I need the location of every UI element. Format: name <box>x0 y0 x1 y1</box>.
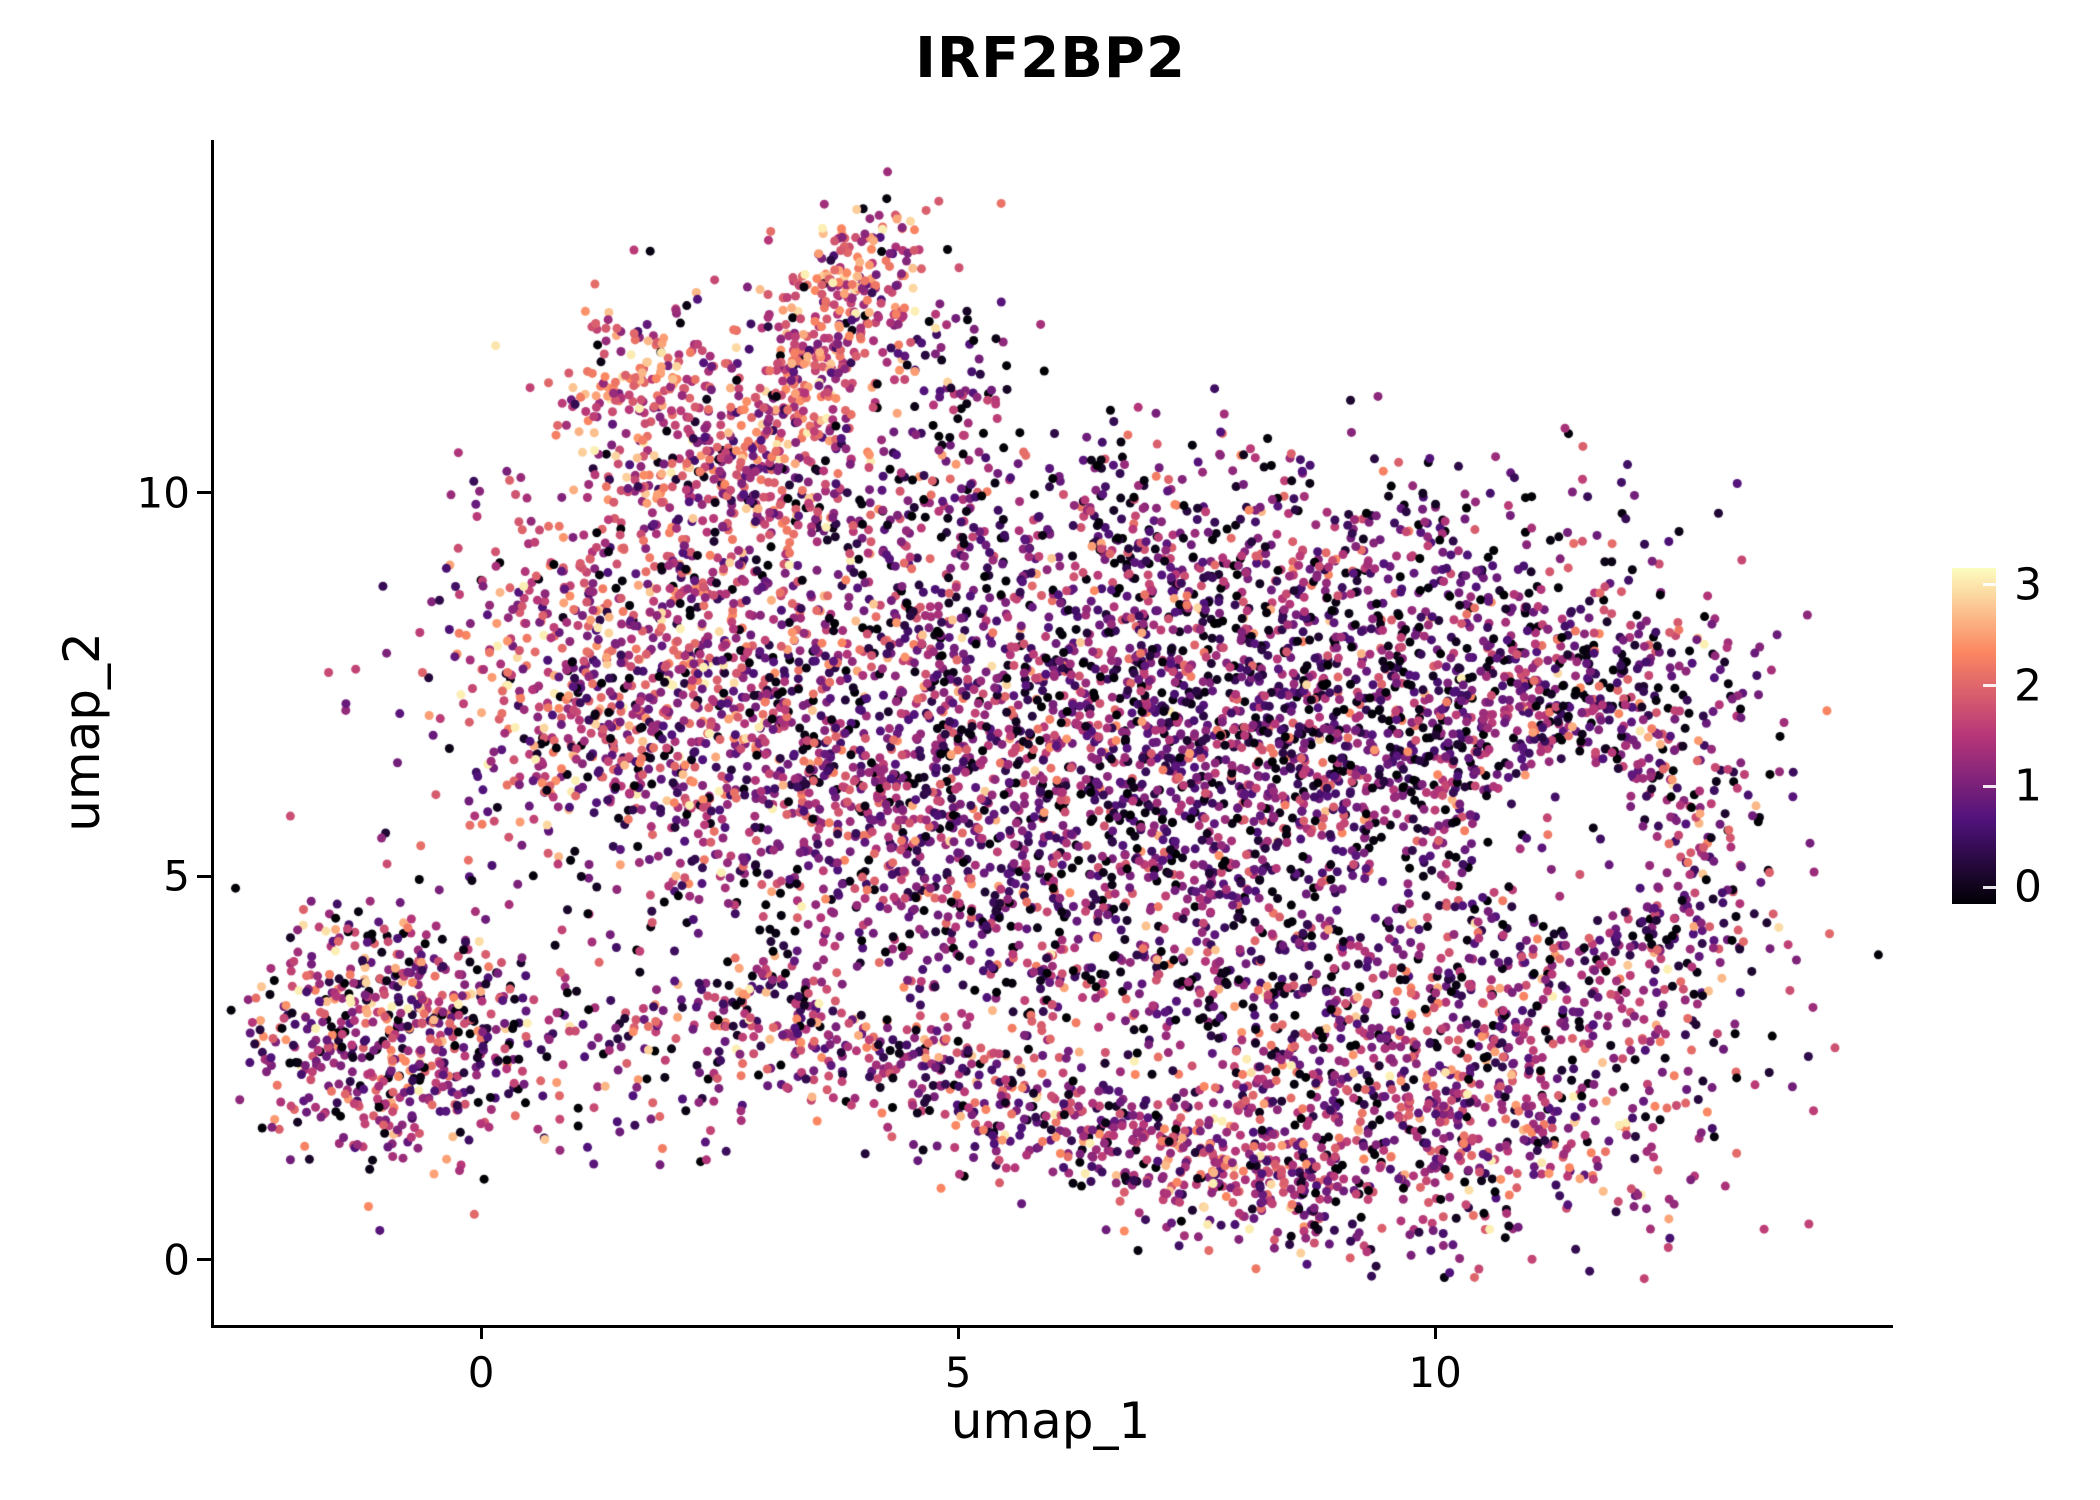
x-tick-mark <box>1433 1325 1437 1339</box>
plot-area: 0 5 10 0 5 10 <box>137 140 1893 1397</box>
colorbar-tick-mark <box>1983 583 1996 587</box>
x-tick-label: 0 <box>467 1348 495 1397</box>
x-tick-label: 5 <box>944 1348 972 1397</box>
colorbar-gradient <box>1952 568 1996 904</box>
colorbar-tick-label: 3 <box>2014 559 2042 611</box>
colorbar-tick-mark <box>1983 684 1996 688</box>
y-tick-mark <box>197 1258 211 1262</box>
chart-title: IRF2BP2 <box>915 26 1186 91</box>
y-tick-mark <box>197 874 211 878</box>
y-tick-label: 5 <box>163 851 190 901</box>
y-tick-label: 0 <box>163 1235 190 1285</box>
x-axis-label: umap_1 <box>950 1392 1151 1450</box>
x-tick-label: 10 <box>1408 1348 1462 1397</box>
colorbar-tick-label: 0 <box>2014 861 2042 913</box>
colorbar-tick-label: 1 <box>2014 760 2042 812</box>
colorbar-tick-mark <box>1983 784 1996 788</box>
colorbar-tick-mark <box>1983 885 1996 889</box>
y-axis-label: umap_2 <box>53 632 111 832</box>
x-tick-mark <box>956 1325 960 1339</box>
colorbar-legend: 3 2 1 0 <box>1952 559 2042 913</box>
x-tick-mark <box>479 1325 483 1339</box>
y-tick-mark <box>197 491 211 495</box>
y-tick-label: 10 <box>136 468 190 518</box>
colorbar-tick-label: 2 <box>2014 660 2042 712</box>
scatter-canvas <box>214 140 1893 1325</box>
